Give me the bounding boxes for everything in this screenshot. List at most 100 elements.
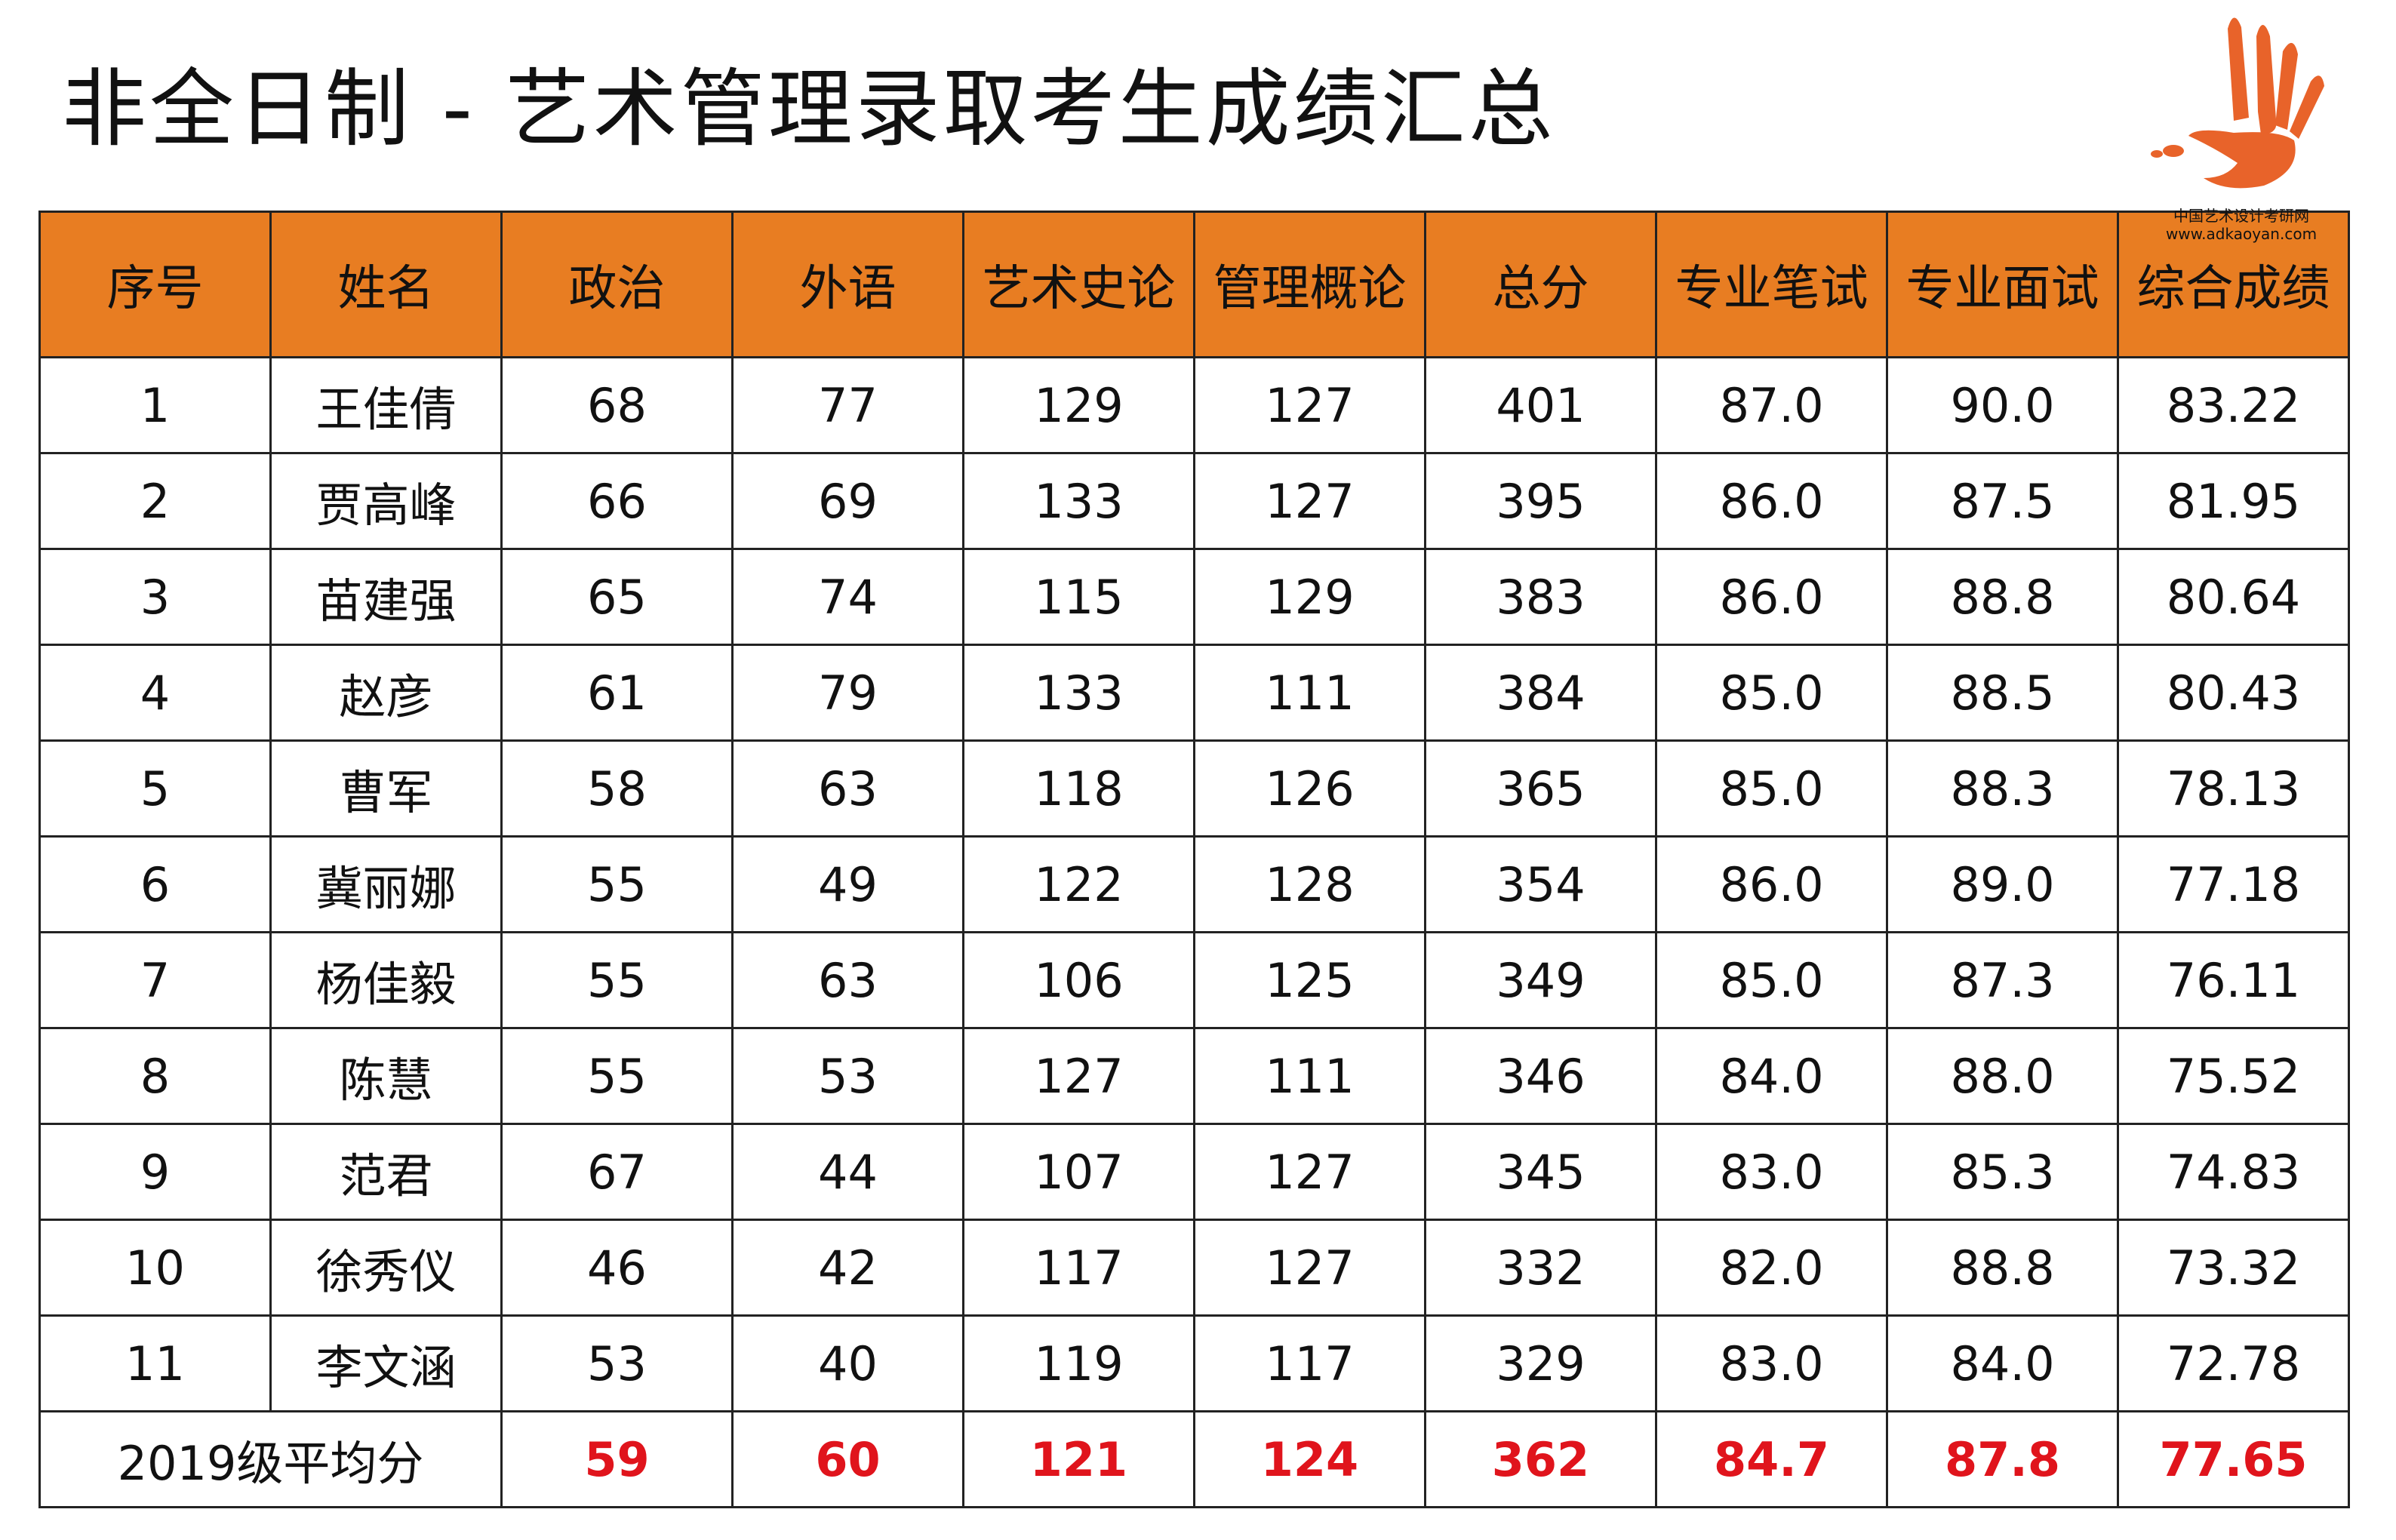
table-cell: 69 — [731, 452, 964, 550]
table-cell: 89.0 — [1886, 835, 2119, 933]
table-cell: 49 — [731, 835, 964, 933]
table-cell: 74.83 — [2117, 1123, 2350, 1221]
table-cell: 127 — [1193, 1219, 1426, 1317]
table-cell: 苗建强 — [269, 548, 503, 646]
table-cell: 87.0 — [1655, 356, 1888, 454]
table-cell: 80.43 — [2117, 644, 2350, 742]
table-cell: 111 — [1193, 644, 1426, 742]
table-cell: 85.3 — [1886, 1123, 2119, 1221]
table-cell: 401 — [1424, 356, 1657, 454]
average-cell: 87.8 — [1886, 1410, 2119, 1508]
table-cell: 6 — [38, 835, 272, 933]
column-header: 外语 — [731, 211, 964, 358]
table-cell: 67 — [500, 1123, 734, 1221]
table-cell: 63 — [731, 739, 964, 838]
table-cell: 83.22 — [2117, 356, 2350, 454]
header-row: 序号 姓名 政治 外语 艺术史论 管理概论 总分 专业笔试 专业面试 综合成绩 — [38, 211, 2350, 358]
table-cell: 78.13 — [2117, 739, 2350, 838]
table-cell: 冀丽娜 — [269, 835, 503, 933]
table-cell: 58 — [500, 739, 734, 838]
table-cell: 82.0 — [1655, 1219, 1888, 1317]
table-cell: 126 — [1193, 739, 1426, 838]
logo-hand — [2151, 17, 2324, 189]
table-cell: 329 — [1424, 1314, 1657, 1412]
table-cell: 346 — [1424, 1027, 1657, 1125]
table-cell: 40 — [731, 1314, 964, 1412]
table-cell: 395 — [1424, 452, 1657, 550]
table-cell: 75.52 — [2117, 1027, 2350, 1125]
column-header: 政治 — [500, 211, 734, 358]
table-cell: 68 — [500, 356, 734, 454]
table-cell: 85.0 — [1655, 644, 1888, 742]
table-cell: 杨佳毅 — [269, 931, 503, 1029]
table-cell: 53 — [500, 1314, 734, 1412]
table-cell: 115 — [962, 548, 1195, 646]
table-cell: 10 — [38, 1219, 272, 1317]
table-cell: 1 — [38, 356, 272, 454]
page-title: 非全日制 - 艺术管理录取考生成绩汇总 — [62, 60, 1556, 158]
table-cell: 8 — [38, 1027, 272, 1125]
table-cell: 53 — [731, 1027, 964, 1125]
table-cell: 7 — [38, 931, 272, 1029]
table-cell: 87.3 — [1886, 931, 2119, 1029]
table-row: 10 徐秀仪 46 42 117 127 332 82.0 88.8 73.32 — [38, 1219, 2350, 1317]
average-cell: 77.65 — [2117, 1410, 2350, 1508]
table-row: 4 赵彦 61 79 133 111 384 85.0 88.5 80.43 — [38, 644, 2350, 742]
table-cell: 2 — [38, 452, 272, 550]
column-header: 序号 — [38, 211, 272, 358]
column-header: 专业面试 — [1886, 211, 2119, 358]
table-cell: 332 — [1424, 1219, 1657, 1317]
table-cell: 11 — [38, 1314, 272, 1412]
table-cell: 77 — [731, 356, 964, 454]
table-cell: 73.32 — [2117, 1219, 2350, 1317]
table-row: 6 冀丽娜 55 49 122 128 354 86.0 89.0 77.18 — [38, 835, 2350, 933]
table-cell: 119 — [962, 1314, 1195, 1412]
table-cell: 127 — [1193, 356, 1426, 454]
table-cell: 76.11 — [2117, 931, 2350, 1029]
table-cell: 44 — [731, 1123, 964, 1221]
table-cell: 88.3 — [1886, 739, 2119, 838]
table-cell: 129 — [1193, 548, 1426, 646]
table-cell: 127 — [1193, 452, 1426, 550]
average-cell: 59 — [500, 1410, 734, 1508]
table-row: 9 范君 67 44 107 127 345 83.0 85.3 74.83 — [38, 1123, 2350, 1221]
table-cell: 88.5 — [1886, 644, 2119, 742]
table-cell: 74 — [731, 548, 964, 646]
table-cell: 陈慧 — [269, 1027, 503, 1125]
table-cell: 365 — [1424, 739, 1657, 838]
table-cell: 65 — [500, 548, 734, 646]
table-cell: 88.0 — [1886, 1027, 2119, 1125]
column-header: 姓名 — [269, 211, 503, 358]
table-cell: 127 — [962, 1027, 1195, 1125]
table-row: 1 王佳倩 68 77 129 127 401 87.0 90.0 83.22 — [38, 356, 2350, 454]
table-cell: 王佳倩 — [269, 356, 503, 454]
table-cell: 55 — [500, 1027, 734, 1125]
table-cell: 90.0 — [1886, 356, 2119, 454]
table-cell: 87.5 — [1886, 452, 2119, 550]
table-cell: 85.0 — [1655, 739, 1888, 838]
column-header: 总分 — [1424, 211, 1657, 358]
table-row: 7 杨佳毅 55 63 106 125 349 85.0 87.3 76.11 — [38, 931, 2350, 1029]
table-cell: 107 — [962, 1123, 1195, 1221]
table-row: 11 李文涵 53 40 119 117 329 83.0 84.0 72.78 — [38, 1314, 2350, 1412]
table-cell: 范君 — [269, 1123, 503, 1221]
table-cell: 79 — [731, 644, 964, 742]
table-cell: 46 — [500, 1219, 734, 1317]
table-cell: 42 — [731, 1219, 964, 1317]
table-cell: 81.95 — [2117, 452, 2350, 550]
table-cell: 88.8 — [1886, 1219, 2119, 1317]
column-header: 综合成绩 — [2117, 211, 2350, 358]
table-cell: 55 — [500, 931, 734, 1029]
table-cell: 83.0 — [1655, 1123, 1888, 1221]
table-cell: 122 — [962, 835, 1195, 933]
average-cell: 362 — [1424, 1410, 1657, 1508]
logo: 中国艺术设计考研网 www.adkaoyan.com — [2143, 6, 2339, 255]
table-cell: 345 — [1424, 1123, 1657, 1221]
score-table: 序号 姓名 政治 外语 艺术史论 管理概论 总分 专业笔试 专业面试 综合成绩 1 王佳倩 68 77 12… — [38, 211, 2350, 1508]
table-cell: 133 — [962, 644, 1195, 742]
table-cell: 354 — [1424, 835, 1657, 933]
table-cell: 77.18 — [2117, 835, 2350, 933]
table-cell: 384 — [1424, 644, 1657, 742]
table-cell: 128 — [1193, 835, 1426, 933]
